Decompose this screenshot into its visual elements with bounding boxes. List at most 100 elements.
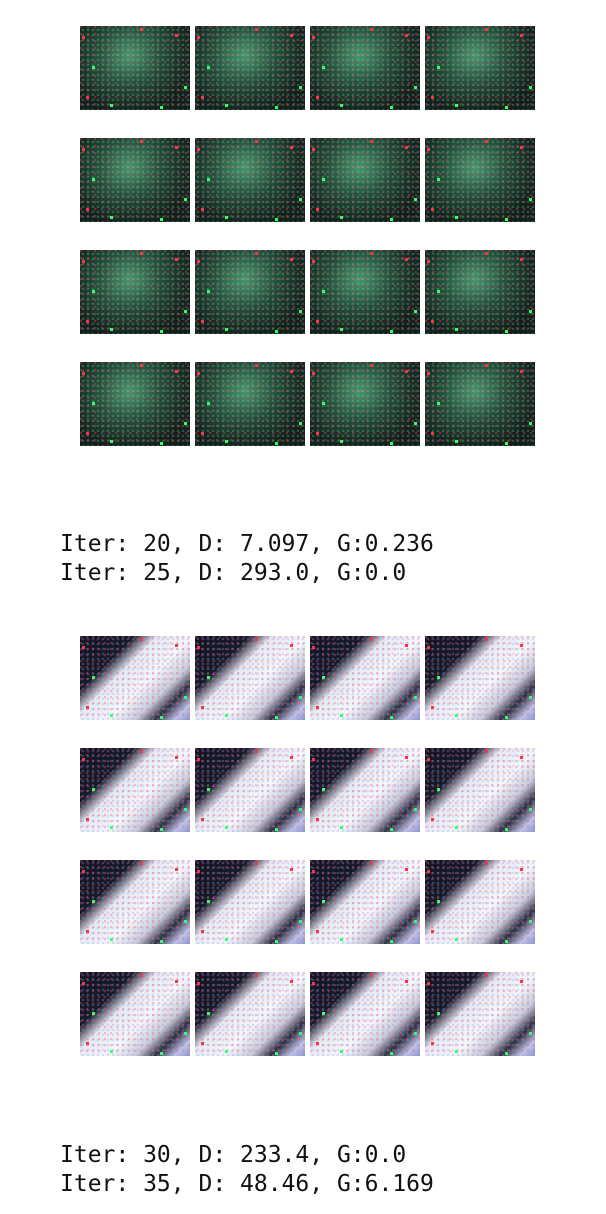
sample-image (425, 972, 535, 1056)
noise-pixel (431, 1042, 434, 1045)
noise-pixel (86, 208, 89, 211)
noise-pixel (340, 104, 343, 107)
noise-pixel (140, 140, 143, 143)
noise-pixel (225, 216, 228, 219)
noise-pixel (405, 370, 408, 373)
noise-pixel (255, 252, 258, 255)
noise-pixel (529, 920, 532, 923)
noise-pixel (184, 696, 187, 699)
sample-image (195, 972, 305, 1056)
noise-pixel (505, 106, 508, 109)
training-log-1: Iter: 20, D: 7.097, G:0.236 Iter: 25, D: … (60, 530, 434, 588)
noise-pixel (82, 36, 85, 39)
noise-pixel (86, 1042, 89, 1045)
noise-pixel (505, 940, 508, 943)
noise-pixel (255, 364, 258, 367)
noise-pixel (405, 868, 408, 871)
noise-pixel (414, 310, 417, 313)
noise-pixel (316, 1042, 319, 1045)
noise-pixel (340, 826, 343, 829)
noise-pixel (316, 930, 319, 933)
noise-pixel (520, 370, 523, 373)
noise-pixel (299, 696, 302, 699)
sample-image (425, 138, 535, 222)
sample-image (80, 860, 190, 944)
noise-pixel (275, 716, 278, 719)
noise-pixel (390, 716, 393, 719)
noise-pixel (197, 870, 200, 873)
noise-pixel (390, 106, 393, 109)
noise-pixel (485, 252, 488, 255)
noise-pixel (414, 86, 417, 89)
noise-pixel (485, 974, 488, 977)
noise-pixel (520, 34, 523, 37)
sample-image (80, 250, 190, 334)
noise-pixel (207, 788, 210, 791)
noise-pixel (184, 422, 187, 425)
noise-pixel (225, 1050, 228, 1053)
noise-pixel (520, 258, 523, 261)
sample-image (80, 362, 190, 446)
sample-image (425, 250, 535, 334)
log-line: Iter: 30, D: 233.4, G:0.0 (60, 1142, 407, 1168)
sample-image (310, 250, 420, 334)
noise-pixel (184, 198, 187, 201)
noise-pixel (140, 638, 143, 641)
noise-pixel (431, 96, 434, 99)
noise-pixel (175, 34, 178, 37)
noise-pixel (299, 920, 302, 923)
noise-pixel (414, 696, 417, 699)
noise-pixel (201, 320, 204, 323)
noise-pixel (201, 432, 204, 435)
noise-pixel (184, 808, 187, 811)
noise-pixel (299, 310, 302, 313)
noise-pixel (255, 638, 258, 641)
noise-pixel (255, 862, 258, 865)
noise-pixel (110, 714, 113, 717)
noise-pixel (414, 198, 417, 201)
noise-pixel (290, 34, 293, 37)
noise-pixel (437, 66, 440, 69)
noise-pixel (505, 1052, 508, 1055)
noise-pixel (225, 328, 228, 331)
noise-pixel (316, 208, 319, 211)
log-line: Iter: 20, D: 7.097, G:0.236 (60, 531, 434, 557)
sample-image (425, 362, 535, 446)
noise-pixel (485, 638, 488, 641)
noise-pixel (201, 930, 204, 933)
log-line: Iter: 35, D: 48.46, G:6.169 (60, 1171, 434, 1197)
noise-pixel (414, 422, 417, 425)
noise-pixel (275, 330, 278, 333)
noise-pixel (275, 1052, 278, 1055)
sample-image (80, 138, 190, 222)
noise-pixel (312, 870, 315, 873)
noise-pixel (207, 290, 210, 293)
sample-image (80, 972, 190, 1056)
noise-pixel (370, 28, 373, 31)
sample-image (195, 138, 305, 222)
noise-pixel (370, 974, 373, 977)
noise-pixel (312, 982, 315, 985)
noise-pixel (175, 644, 178, 647)
noise-pixel (370, 750, 373, 753)
sample-image (80, 636, 190, 720)
sample-grid-1 (80, 26, 535, 446)
sample-image (80, 26, 190, 110)
noise-pixel (370, 364, 373, 367)
noise-pixel (340, 714, 343, 717)
noise-pixel (340, 938, 343, 941)
noise-pixel (405, 756, 408, 759)
noise-pixel (529, 198, 532, 201)
noise-pixel (82, 982, 85, 985)
noise-pixel (390, 218, 393, 221)
noise-pixel (340, 1050, 343, 1053)
noise-pixel (340, 440, 343, 443)
noise-pixel (431, 432, 434, 435)
noise-pixel (110, 826, 113, 829)
noise-pixel (520, 868, 523, 871)
noise-pixel (427, 982, 430, 985)
noise-pixel (160, 330, 163, 333)
sample-image (195, 362, 305, 446)
noise-pixel (427, 36, 430, 39)
noise-pixel (455, 328, 458, 331)
